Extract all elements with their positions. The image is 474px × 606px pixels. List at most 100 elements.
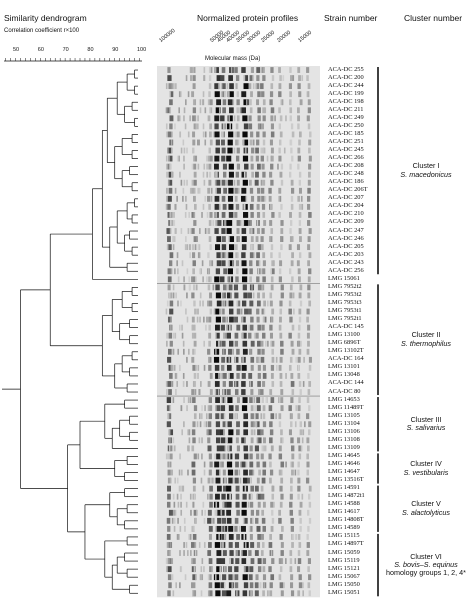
gel-band bbox=[173, 364, 176, 371]
gel-band bbox=[227, 437, 233, 444]
strain-label: ACA-DC 246 bbox=[328, 234, 364, 242]
gel-band bbox=[308, 517, 312, 524]
gel-band bbox=[260, 389, 264, 395]
gel-band bbox=[187, 550, 189, 556]
strain-label: LMG 13516T bbox=[328, 476, 364, 484]
gel-band bbox=[166, 163, 168, 170]
gel-band bbox=[173, 212, 175, 218]
gel-band bbox=[252, 75, 254, 81]
gel-band bbox=[269, 437, 273, 444]
gel-band bbox=[297, 268, 301, 275]
gel-band bbox=[290, 525, 294, 532]
gel-band bbox=[243, 429, 249, 436]
gel-band bbox=[199, 574, 202, 581]
gel-band bbox=[261, 163, 265, 170]
gel-band bbox=[280, 99, 283, 106]
gel-band bbox=[202, 485, 205, 492]
gel-band bbox=[264, 445, 267, 452]
cluster-label: Cluster III S. salivarius bbox=[382, 415, 470, 433]
gel-band bbox=[308, 268, 312, 275]
gel-band bbox=[278, 509, 282, 516]
gel-band bbox=[168, 582, 172, 589]
gel-band bbox=[256, 509, 260, 516]
strain-label: LMG 14897T bbox=[328, 540, 364, 548]
gel-band bbox=[203, 364, 206, 371]
gel-band bbox=[167, 75, 172, 81]
gel-band bbox=[193, 179, 197, 186]
gel-band bbox=[278, 268, 282, 275]
gel-band bbox=[208, 67, 212, 73]
gel-band bbox=[202, 99, 204, 106]
gel-band bbox=[291, 469, 294, 476]
gel-band bbox=[227, 469, 234, 476]
gel-band bbox=[219, 574, 222, 581]
gel-band bbox=[271, 348, 274, 355]
gel-band bbox=[249, 469, 253, 476]
gel-band bbox=[278, 83, 282, 90]
gel-band bbox=[254, 413, 256, 420]
gel-band bbox=[184, 244, 187, 251]
gel-band bbox=[247, 477, 252, 484]
gel-band bbox=[256, 437, 259, 444]
gel-band bbox=[220, 445, 226, 452]
scale-tick-label: 100 bbox=[137, 47, 147, 53]
gel-band bbox=[280, 469, 283, 476]
gel-band bbox=[262, 268, 266, 275]
gel-band bbox=[208, 203, 211, 210]
gel-band bbox=[307, 244, 311, 251]
gel-band bbox=[256, 131, 260, 138]
gel-band bbox=[166, 405, 171, 412]
gel-band bbox=[223, 525, 226, 532]
gel-band bbox=[198, 389, 201, 395]
gel-band bbox=[169, 340, 173, 347]
gel-band bbox=[192, 268, 195, 275]
gel-band bbox=[207, 268, 210, 275]
gel-band bbox=[183, 348, 185, 355]
gel-band bbox=[247, 501, 250, 508]
gel-band bbox=[192, 364, 196, 371]
gel-band bbox=[236, 300, 241, 307]
gel-band bbox=[180, 228, 183, 234]
gel-band bbox=[234, 187, 238, 194]
gel-band bbox=[279, 501, 283, 508]
gel-band bbox=[241, 461, 246, 468]
gel-band bbox=[257, 187, 261, 194]
strain-label: LMG 7953t2 bbox=[328, 290, 362, 298]
gel-band bbox=[192, 75, 196, 81]
gel-band bbox=[232, 477, 235, 484]
gel-band bbox=[228, 300, 234, 307]
gel-band bbox=[294, 469, 297, 476]
gel-band bbox=[301, 203, 304, 210]
gel-band bbox=[193, 373, 197, 379]
gel-band bbox=[260, 413, 263, 420]
gel-band bbox=[211, 566, 213, 573]
gel-band bbox=[168, 461, 170, 468]
gel-band bbox=[237, 163, 239, 170]
gel-band bbox=[256, 212, 261, 218]
gel-band bbox=[228, 356, 231, 363]
gel-band bbox=[173, 220, 176, 226]
gel-band bbox=[167, 413, 170, 420]
gel-band bbox=[234, 67, 238, 73]
gel-band bbox=[265, 397, 268, 403]
gel-band bbox=[255, 155, 259, 162]
gel-band bbox=[269, 582, 273, 589]
gel-band bbox=[257, 501, 261, 508]
gel-band bbox=[190, 67, 192, 73]
strain-label: LMG 13105 bbox=[328, 411, 360, 419]
gel-band bbox=[198, 187, 201, 194]
gel-band bbox=[250, 485, 255, 492]
gel-band bbox=[215, 477, 221, 484]
gel-band bbox=[226, 220, 233, 226]
gel-band bbox=[234, 566, 239, 573]
strain-label: LMG 14872t1 bbox=[328, 492, 365, 500]
cluster-name: Cluster V bbox=[411, 499, 441, 509]
strain-label: LMG 14808T bbox=[328, 516, 364, 524]
gel-band bbox=[268, 542, 273, 548]
gel-band bbox=[199, 413, 201, 420]
gel-band bbox=[290, 477, 293, 484]
gel-band bbox=[243, 203, 246, 210]
gel-band bbox=[269, 534, 272, 540]
gel-band bbox=[220, 509, 223, 516]
gel-band bbox=[197, 244, 200, 251]
